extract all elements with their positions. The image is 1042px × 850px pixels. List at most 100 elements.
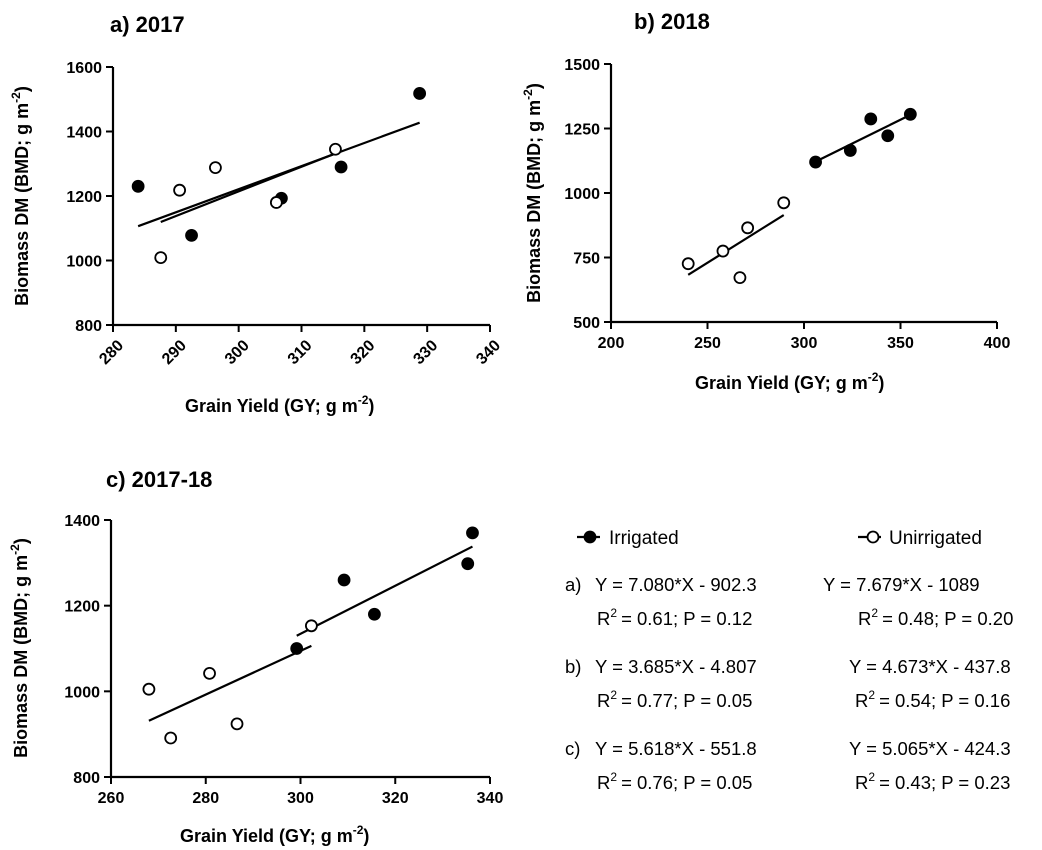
panel-a-x-tick-label: 290: [159, 337, 190, 368]
panel-a-unirrigated-point: [329, 142, 342, 156]
legend-unirrigated: Unirrigated: [858, 528, 982, 549]
panel-c-unirrigated-point: [203, 666, 216, 680]
panel-b-unirrigated-point: [681, 257, 695, 271]
legend: Irrigated Unirrigated: [577, 528, 982, 549]
legend-unirrigated-marker: [866, 530, 880, 544]
panel-c-unirrigated-point: [230, 717, 244, 731]
panel-b-x-tick-label: 400: [984, 335, 1011, 352]
panel-b-unirrigated-point: [733, 271, 747, 285]
panel-b-irrigated-fit-line: [815, 113, 911, 163]
stats-b-unirrigated: R2 = 0.54; P = 0.16: [855, 688, 1010, 711]
panel-a-x-tick-label: 320: [348, 337, 379, 368]
panel-b-unirrigated-fit-line: [687, 214, 785, 276]
panel-a-irrigated-point: [413, 87, 427, 100]
panel-a-x-tick-label: 310: [285, 337, 316, 368]
panel-b-y-axis-label: Biomass DM (BMD; g m-2): [521, 83, 544, 303]
panel-a-y-tick-label: 1600: [66, 60, 102, 77]
panel-a-x-axis-label: Grain Yield (GY; g m-2): [185, 393, 374, 416]
panel-a-title: a) 2017: [110, 12, 185, 37]
panel-c-y-tick-label: 800: [73, 770, 100, 787]
stats-a-irrigated: R2 = 0.61; P = 0.12: [597, 606, 752, 629]
panel-c-x-tick-label: 300: [287, 790, 314, 807]
panel-a-irrigated-point: [131, 179, 145, 193]
panel-c-y-tick-label: 1400: [64, 513, 100, 530]
panel-a-x-tick-label: 330: [410, 337, 441, 368]
equation-b-unirrigated: Y = 4.673*X - 437.8: [849, 656, 1011, 677]
panel-b-title: b) 2018: [634, 9, 710, 34]
legend-irrigated-marker: [583, 530, 597, 544]
panel-a-y-tick-label: 1200: [66, 189, 102, 206]
equation-c-prefix: c): [565, 738, 580, 759]
legend-irrigated: Irrigated: [577, 528, 679, 549]
panel-c-x-tick-label: 320: [382, 790, 409, 807]
panel-b-y-tick-label: 1250: [564, 122, 600, 139]
panel-c-unirrigated-point: [164, 731, 178, 745]
equation-a-prefix: a): [565, 574, 581, 595]
panel-b-irrigated-point: [903, 107, 917, 121]
equation-a-unirrigated: Y = 7.679*X - 1089: [823, 574, 980, 595]
panel-b-x-tick-label: 300: [791, 335, 818, 352]
panel-b-chart: b) 2018 200 250 300 350 400 500 750 1000 1250 1500…: [521, 9, 1010, 393]
panel-b-irrigated-point: [881, 129, 895, 143]
panel-c-irrigated-point: [290, 642, 304, 655]
stats-b-irrigated: R2 = 0.77; P = 0.05: [597, 688, 752, 711]
panel-a-unirrigated-fit-line: [160, 152, 336, 224]
panel-a-unirrigated-point: [154, 251, 168, 264]
panel-a-y-axis-label: Biomass DM (BMD; g m-2): [9, 86, 32, 306]
panel-c-irrigated-point: [337, 573, 351, 587]
equation-c-irrigated: Y = 5.618*X - 551.8: [595, 738, 757, 759]
panel-c-x-tick-label: 280: [192, 790, 219, 807]
stats-c-irrigated: R2 = 0.76; P = 0.05: [597, 770, 752, 793]
panel-b-y-tick-label: 750: [573, 251, 600, 268]
panel-c-unirrigated-point: [142, 682, 156, 696]
legend-irrigated-label: Irrigated: [609, 528, 679, 549]
panel-c-y-tick-label: 1200: [64, 599, 100, 616]
panel-a-y-tick-label: 1000: [66, 254, 102, 271]
panel-a-unirrigated-point: [173, 183, 187, 197]
panel-c-y-tick-label: 1000: [64, 684, 100, 701]
panel-b-x-tick-label: 250: [694, 335, 721, 352]
panel-b-x-tick-label: 350: [887, 335, 914, 352]
panel-c-title: c) 2017-18: [106, 467, 212, 492]
panel-c-y-axis-label: Biomass DM (BMD; g m-2): [8, 538, 31, 758]
panel-a-unirrigated-point: [269, 196, 283, 209]
panel-c-irrigated-fit-line: [296, 545, 473, 637]
panel-a-irrigated-fit-line: [137, 121, 421, 228]
panel-b-unirrigated-point: [741, 221, 755, 235]
panel-a-irrigated-point: [185, 228, 198, 242]
equation-b-prefix: b): [565, 656, 581, 677]
panel-a-x-tick-label: 340: [473, 337, 504, 368]
panel-c-x-tick-label: 340: [477, 790, 504, 807]
panel-a-y-tick-label: 1400: [66, 125, 102, 142]
panel-a-y-tick-label: 800: [75, 318, 102, 335]
panel-b-y-tick-label: 1000: [564, 186, 600, 203]
panel-a-chart: a) 2017 280 290 300 310 320 330 340 800 1000 1200 1…: [9, 12, 504, 416]
panel-c-irrigated-point: [466, 526, 479, 540]
panel-c-unirrigated-point: [304, 619, 318, 633]
panel-a-unirrigated-point: [209, 161, 222, 175]
panel-b-irrigated-point: [843, 144, 857, 157]
equation-a-irrigated: Y = 7.080*X - 902.3: [595, 574, 757, 595]
panel-c-x-tick-label: 260: [98, 790, 125, 807]
panel-b-unirrigated-point: [777, 196, 791, 210]
panel-a-x-tick-label: 280: [96, 337, 127, 368]
panel-a-x-tick-label: 300: [222, 337, 253, 368]
equation-b-irrigated: Y = 3.685*X - 4.807: [595, 656, 757, 677]
panel-b-y-tick-label: 500: [573, 315, 600, 332]
equation-c-unirrigated: Y = 5.065*X - 424.3: [849, 738, 1011, 759]
regression-equations: a) Y = 7.080*X - 902.3 Y = 7.679*X - 108…: [565, 574, 1013, 793]
panel-c-x-axis-label: Grain Yield (GY; g m-2): [180, 823, 369, 846]
panel-b-x-tick-label: 200: [598, 335, 625, 352]
stats-a-unirrigated: R2 = 0.48; P = 0.20: [858, 606, 1013, 629]
legend-unirrigated-label: Unirrigated: [889, 528, 982, 549]
panel-c-irrigated-point: [368, 607, 381, 621]
panel-b-unirrigated-point: [716, 244, 730, 258]
panel-b-irrigated-point: [864, 112, 878, 126]
panel-a-irrigated-point: [334, 160, 348, 174]
panel-b-y-tick-label: 1500: [564, 57, 600, 74]
panel-c-irrigated-point: [461, 557, 475, 571]
panel-b-x-axis-label: Grain Yield (GY; g m-2): [695, 370, 884, 393]
stats-c-unirrigated: R2 = 0.43; P = 0.23: [855, 770, 1010, 793]
panel-c-unirrigated-fit-line: [148, 644, 312, 722]
